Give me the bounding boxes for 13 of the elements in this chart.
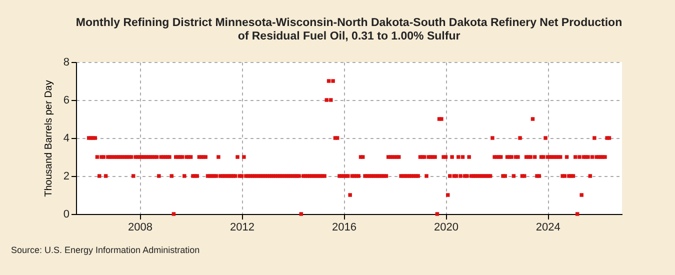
y-tick-label: 2 bbox=[63, 170, 70, 182]
y-tick-label: 0 bbox=[63, 208, 70, 220]
x-tick-label: 2020 bbox=[434, 222, 458, 234]
x-tick-label: 2024 bbox=[536, 222, 560, 234]
x-tick-label: 2016 bbox=[332, 222, 356, 234]
y-tick-label: 4 bbox=[63, 132, 70, 144]
y-tick-label: 8 bbox=[63, 56, 70, 68]
x-tick-label: 2012 bbox=[230, 222, 255, 234]
x-tick-label: 2008 bbox=[128, 222, 153, 234]
chart-title: Monthly Refining District Minnesota-Wisconsin-North Dakota-South Dakota Refinery Net Production of Residual Fuel Oil, 0.31 to 1.00% Sulfur bbox=[76, 17, 622, 42]
y-tick-label: 6 bbox=[63, 94, 70, 106]
y-axis-title: Thousand Barrels per Day bbox=[43, 80, 54, 197]
source-note: Source: U.S. Energy Information Administration bbox=[11, 245, 200, 255]
